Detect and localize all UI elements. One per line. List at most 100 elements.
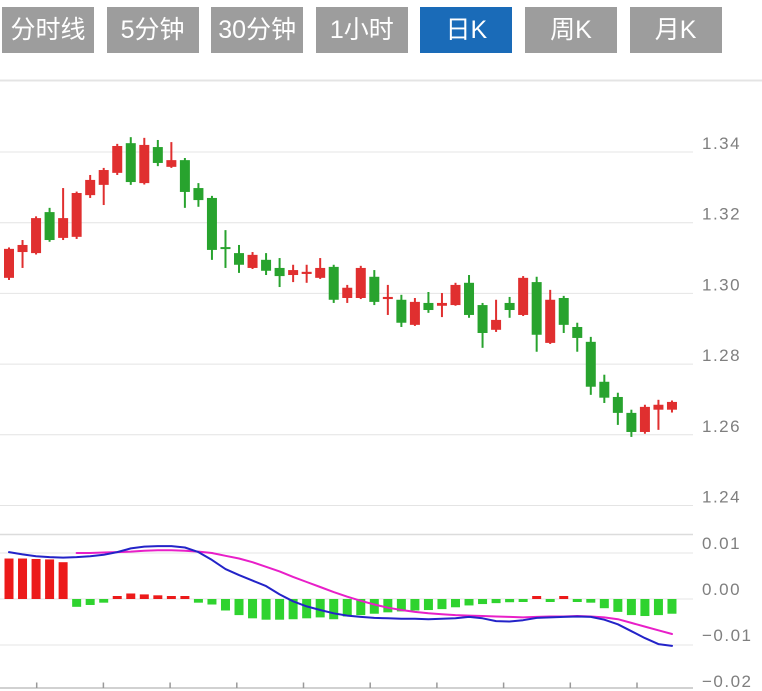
candle-body (234, 253, 245, 265)
macd-histogram-bar (464, 599, 474, 606)
macd-histogram-bar (491, 599, 501, 604)
macd-histogram-bar (356, 599, 366, 616)
candle-body (315, 267, 326, 278)
price-axis-label: 1.24 (702, 488, 741, 507)
candle-body (585, 341, 596, 387)
macd-histogram-bar (315, 599, 325, 618)
candle-body (518, 277, 529, 315)
candle-body (85, 179, 96, 196)
candle-body (58, 218, 69, 238)
macd-histogram-bar (45, 559, 55, 599)
macd-histogram-bar (234, 599, 244, 616)
macd-histogram-bar (193, 599, 203, 603)
price-axis-label: 1.30 (702, 275, 741, 294)
macd-histogram-bar (72, 599, 82, 607)
candle-body (206, 197, 217, 250)
candle-body (626, 412, 637, 432)
macd-histogram-bar (626, 599, 636, 616)
macd-histogram-bar (31, 558, 41, 599)
tab-daily-k[interactable]: 日K (420, 7, 513, 53)
macd-histogram-bar (532, 596, 542, 599)
candle-body (382, 296, 393, 300)
candle-body (71, 193, 82, 237)
macd-histogram-bar (248, 599, 258, 619)
macd-histogram-bar (261, 599, 271, 620)
tab-30min[interactable]: 30分钟 (211, 7, 304, 53)
macd-histogram-bar (383, 599, 393, 613)
candle-body (342, 287, 353, 298)
macd-histogram-bar (329, 599, 339, 620)
macd-histogram-bar (99, 599, 109, 603)
macd-histogram-bar (220, 599, 230, 611)
candle-body (179, 160, 190, 192)
macd-histogram-bar (653, 599, 663, 616)
candle-body (369, 276, 380, 302)
candle-body (288, 270, 299, 276)
macd-axis-label: −0.02 (702, 672, 753, 691)
macd-histogram-bar (478, 599, 488, 605)
macd-histogram-bar (288, 599, 298, 620)
macd-histogram-bar (505, 599, 515, 603)
macd-histogram-bar (139, 594, 149, 599)
macd-histogram-bar (4, 558, 14, 599)
macd-histogram-bar (58, 562, 68, 599)
candle-body (328, 266, 339, 300)
macd-histogram-bar (166, 596, 176, 599)
candle-body (247, 254, 258, 268)
candle-body (166, 160, 177, 167)
macd-histogram-bar (410, 599, 420, 611)
candle-body (220, 247, 231, 250)
candle-body (666, 401, 677, 410)
macd-histogram-bar (640, 599, 650, 617)
candle-body (152, 147, 163, 163)
macd-histogram-bar (275, 599, 285, 620)
interval-tabbar: 分时线 5分钟 30分钟 1小时 日K 周K 月K (2, 7, 722, 53)
candle-body (491, 319, 502, 330)
macd-histogram-bar (599, 599, 609, 609)
candle-body (139, 144, 150, 184)
macd-axis-label: −0.01 (702, 626, 753, 645)
candle-body (477, 305, 488, 333)
macd-axis-label: 0.00 (702, 580, 741, 599)
macd-histogram-bar (572, 599, 582, 602)
candle-body (193, 188, 204, 201)
tab-weekly-k[interactable]: 周K (524, 7, 617, 53)
price-axis-label: 1.34 (702, 134, 741, 153)
tab-timeline[interactable]: 分时线 (2, 7, 94, 53)
price-axis-label: 1.26 (702, 417, 741, 436)
candle-body (409, 301, 420, 325)
macd-histogram-bar (369, 599, 379, 614)
price-axis-label: 1.32 (702, 205, 741, 224)
candle-body (4, 248, 14, 278)
candle-body (572, 326, 583, 338)
candle-body (531, 282, 542, 335)
candle-body (545, 299, 556, 343)
macd-histogram-bar (667, 599, 677, 614)
macd-histogram-bar (613, 599, 623, 612)
candle-body (450, 284, 461, 306)
candle-body (396, 299, 407, 323)
dea-line (75, 549, 673, 635)
candle-body (599, 381, 610, 398)
candle-body (423, 302, 434, 311)
candle-body (17, 244, 28, 253)
macd-histogram-bar (126, 593, 136, 599)
candle-body (612, 396, 623, 413)
macd-histogram-bar (342, 599, 352, 617)
macd-histogram-bar (153, 595, 163, 599)
macd-histogram-bar (586, 599, 596, 603)
macd-histogram-bar (545, 599, 555, 602)
tab-1hour[interactable]: 1小时 (315, 7, 408, 53)
macd-axis-label: 0.01 (702, 534, 741, 553)
tab-monthly-k[interactable]: 月K (629, 7, 722, 53)
macd-histogram-bar (450, 599, 460, 608)
candle-body (653, 404, 664, 410)
macd-histogram-bar (559, 596, 569, 599)
macd-histogram-bar (437, 599, 447, 610)
macd-histogram-bar (85, 599, 95, 605)
candle-body (504, 302, 515, 311)
macd-histogram-bar (518, 599, 528, 602)
tab-5min[interactable]: 5分钟 (106, 7, 199, 53)
